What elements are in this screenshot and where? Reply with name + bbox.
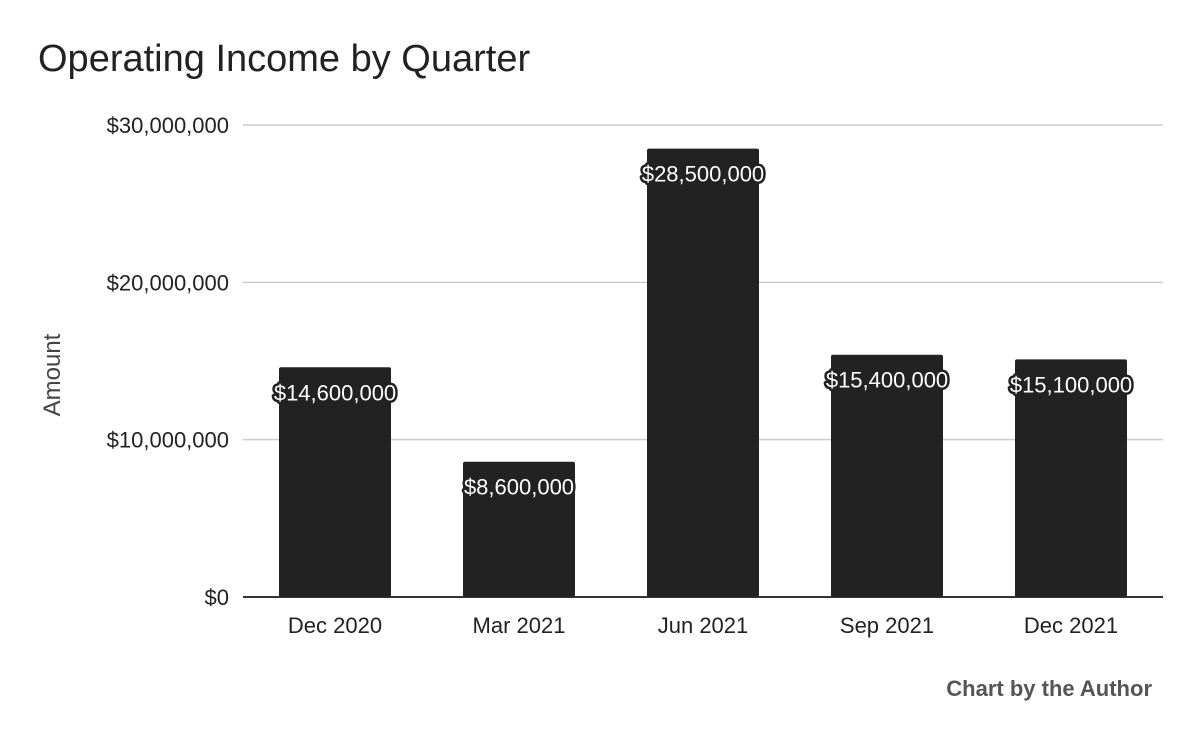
chart-title: Operating Income by Quarter — [38, 38, 531, 80]
bar — [647, 148, 759, 597]
y-tick-label: $20,000,000 — [107, 270, 229, 295]
x-tick-label: Mar 2021 — [473, 613, 566, 638]
data-labels: $14,600,000 $8,600,000 $28,500,000 $15,400,… — [271, 159, 1134, 502]
bar — [279, 367, 391, 597]
bar — [831, 354, 943, 597]
x-axis-ticks: Dec 2020 Mar 2021 Jun 2021 Sep 2021 Dec 2021 — [288, 613, 1118, 638]
data-label: $15,400,000 — [826, 368, 948, 393]
y-axis-ticks: $0 $10,000,000 $20,000,000 $30,000,000 — [107, 113, 229, 610]
data-label: $15,100,000 — [1010, 372, 1132, 397]
x-tick-label: Dec 2020 — [288, 613, 382, 638]
data-label: $8,600,000 — [464, 475, 574, 500]
x-tick-label: Jun 2021 — [658, 613, 749, 638]
bars — [279, 148, 1127, 597]
y-axis-label: Amount — [39, 333, 66, 416]
data-label: $14,600,000 — [274, 380, 396, 405]
y-tick-label: $0 — [205, 585, 229, 610]
x-tick-label: Dec 2021 — [1024, 613, 1118, 638]
data-label: $28,500,000 — [642, 162, 764, 187]
bar — [463, 461, 575, 597]
y-tick-label: $30,000,000 — [107, 113, 229, 138]
chart-credit: Chart by the Author — [946, 676, 1152, 701]
x-tick-label: Sep 2021 — [840, 613, 934, 638]
bar — [1015, 359, 1127, 597]
y-tick-label: $10,000,000 — [107, 428, 229, 453]
